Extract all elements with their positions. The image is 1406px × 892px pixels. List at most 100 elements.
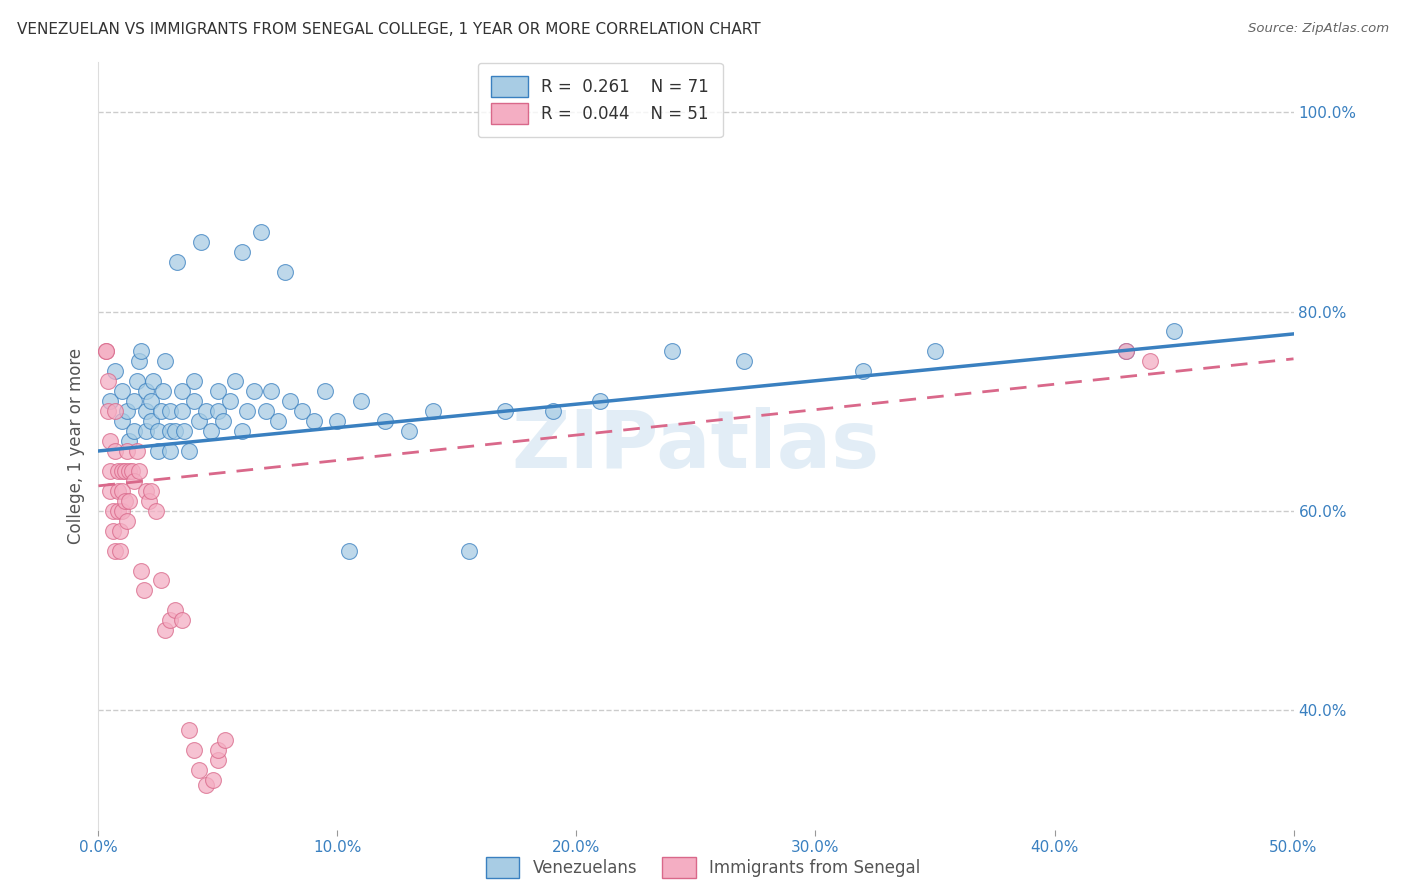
Point bbox=[291, 404, 314, 418]
Point bbox=[235, 404, 257, 418]
Point bbox=[135, 384, 157, 399]
Point bbox=[115, 404, 138, 418]
Point bbox=[315, 384, 337, 399]
Point bbox=[187, 414, 209, 428]
Point bbox=[1115, 344, 1137, 359]
Point bbox=[267, 414, 290, 428]
Point bbox=[202, 772, 225, 787]
Point bbox=[159, 424, 181, 438]
Point bbox=[94, 344, 117, 359]
Point bbox=[135, 404, 157, 418]
Point bbox=[114, 464, 136, 478]
Point bbox=[211, 414, 233, 428]
Point bbox=[207, 404, 229, 418]
Point bbox=[131, 344, 153, 359]
Point bbox=[111, 384, 134, 399]
Point bbox=[163, 424, 186, 438]
Point bbox=[148, 424, 170, 438]
Point bbox=[104, 543, 127, 558]
Point bbox=[172, 404, 194, 418]
Point bbox=[1163, 325, 1185, 339]
Point bbox=[108, 543, 131, 558]
Point bbox=[422, 404, 444, 418]
Point bbox=[139, 483, 162, 498]
Point bbox=[111, 414, 134, 428]
Point bbox=[1115, 344, 1137, 359]
Point bbox=[108, 524, 131, 538]
Point bbox=[124, 394, 146, 409]
Point bbox=[149, 404, 172, 418]
Point bbox=[142, 374, 165, 388]
Point bbox=[1139, 354, 1161, 368]
Point bbox=[115, 514, 138, 528]
Point bbox=[128, 464, 150, 478]
Point bbox=[274, 265, 297, 279]
Point bbox=[166, 254, 188, 268]
Point bbox=[152, 384, 174, 399]
Point bbox=[200, 424, 222, 438]
Point bbox=[98, 464, 122, 478]
Point bbox=[852, 364, 875, 378]
Point bbox=[374, 414, 396, 428]
Point bbox=[219, 394, 242, 409]
Point bbox=[104, 444, 127, 458]
Point bbox=[124, 474, 146, 488]
Point bbox=[458, 543, 481, 558]
Point bbox=[97, 374, 120, 388]
Point bbox=[494, 404, 516, 418]
Point bbox=[98, 434, 122, 448]
Point bbox=[118, 493, 141, 508]
Point bbox=[163, 603, 186, 617]
Point bbox=[183, 394, 205, 409]
Point bbox=[107, 483, 129, 498]
Point bbox=[183, 743, 205, 757]
Point bbox=[145, 504, 167, 518]
Point bbox=[94, 344, 117, 359]
Point bbox=[350, 394, 373, 409]
Point bbox=[250, 225, 273, 239]
Point bbox=[125, 374, 148, 388]
Point bbox=[148, 444, 170, 458]
Point bbox=[214, 732, 236, 747]
Point bbox=[302, 414, 325, 428]
Point bbox=[398, 424, 420, 438]
Point bbox=[114, 493, 136, 508]
Point bbox=[101, 524, 124, 538]
Point bbox=[98, 394, 122, 409]
Point bbox=[104, 404, 127, 418]
Point bbox=[131, 564, 153, 578]
Point bbox=[187, 763, 209, 777]
Point bbox=[326, 414, 349, 428]
Point bbox=[159, 613, 181, 627]
Point bbox=[97, 404, 120, 418]
Point bbox=[172, 384, 194, 399]
Point bbox=[254, 404, 277, 418]
Point bbox=[111, 504, 134, 518]
Point bbox=[115, 444, 138, 458]
Point bbox=[121, 464, 143, 478]
Point bbox=[149, 574, 172, 588]
Point bbox=[207, 743, 229, 757]
Point bbox=[243, 384, 266, 399]
Point bbox=[339, 543, 361, 558]
Point bbox=[124, 424, 146, 438]
Point bbox=[138, 493, 160, 508]
Y-axis label: College, 1 year or more: College, 1 year or more bbox=[66, 348, 84, 544]
Point bbox=[190, 235, 212, 249]
Legend: R =  0.261    N = 71, R =  0.044    N = 51: R = 0.261 N = 71, R = 0.044 N = 51 bbox=[478, 63, 723, 137]
Point bbox=[159, 444, 181, 458]
Text: Source: ZipAtlas.com: Source: ZipAtlas.com bbox=[1249, 22, 1389, 36]
Point bbox=[155, 354, 177, 368]
Point bbox=[107, 464, 129, 478]
Point bbox=[207, 384, 229, 399]
Legend: Venezuelans, Immigrants from Senegal: Venezuelans, Immigrants from Senegal bbox=[481, 852, 925, 883]
Point bbox=[924, 344, 946, 359]
Point bbox=[179, 723, 201, 737]
Point bbox=[231, 244, 253, 259]
Point bbox=[159, 404, 181, 418]
Point bbox=[172, 613, 194, 627]
Point bbox=[589, 394, 612, 409]
Point bbox=[224, 374, 246, 388]
Point bbox=[101, 504, 124, 518]
Text: VENEZUELAN VS IMMIGRANTS FROM SENEGAL COLLEGE, 1 YEAR OR MORE CORRELATION CHART: VENEZUELAN VS IMMIGRANTS FROM SENEGAL CO… bbox=[17, 22, 761, 37]
